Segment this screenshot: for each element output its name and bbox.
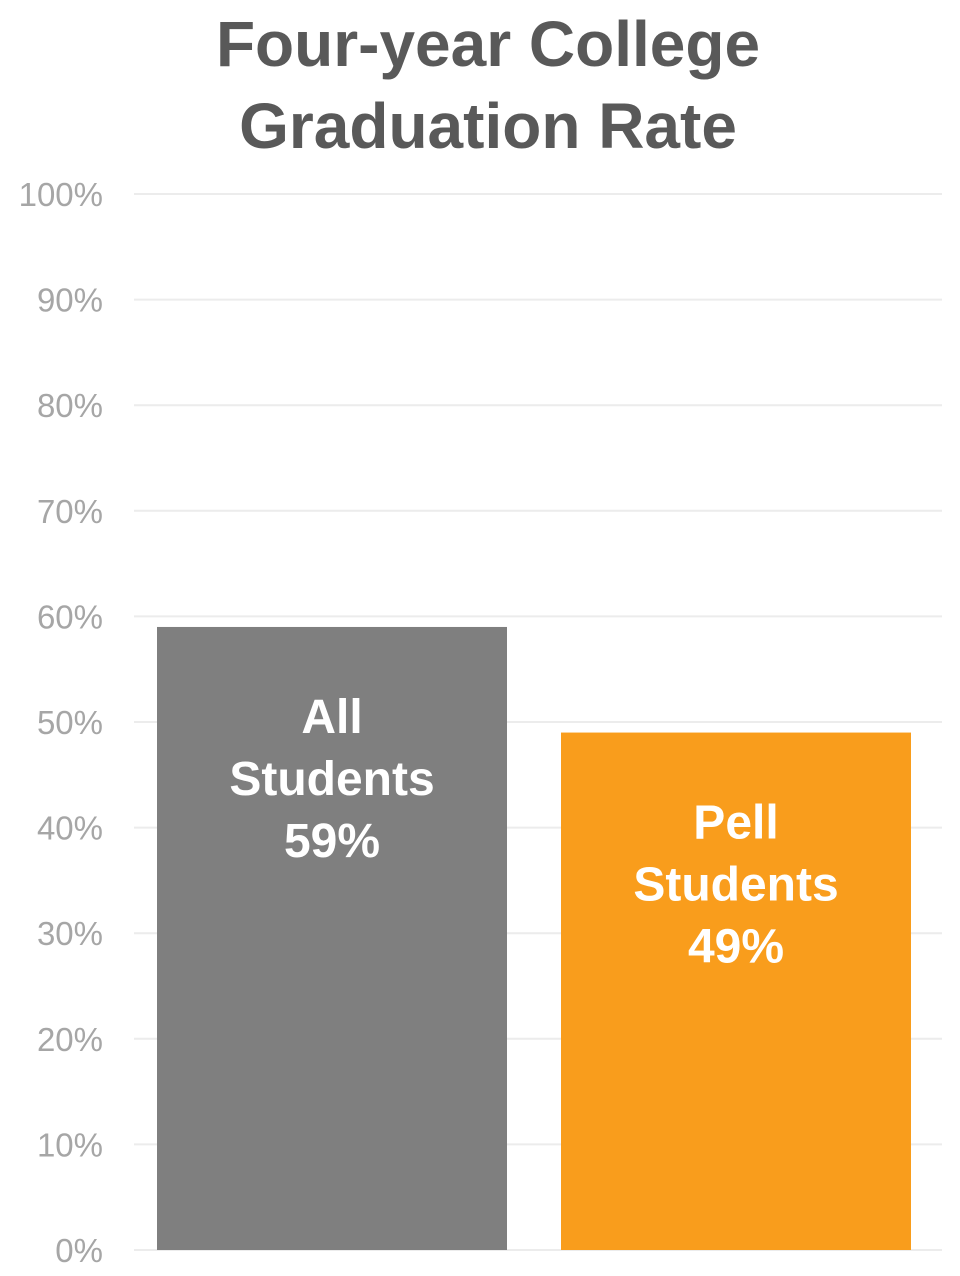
y-axis-tick-labels: 0% 10% 20% 30% 40% 50% 60% 70% 80% 90% 100% [19,176,103,1269]
chart-title-line-2: Graduation Rate [239,90,737,162]
y-tick-label: 90% [37,282,103,319]
bar-data-label: Students [229,753,434,806]
bar-pell-students [561,732,911,1250]
y-tick-label: 30% [37,915,103,952]
y-tick-label: 10% [37,1126,103,1163]
bar-data-label: Pell [693,797,778,850]
bar-all-students [157,626,507,1250]
bars: All Students 59% Pell Students 49% [157,626,911,1250]
y-tick-label: 20% [37,1021,103,1058]
chart-title: Four-year College Graduation Rate [216,8,760,162]
bar-data-label: 49% [688,921,784,974]
y-tick-label: 70% [37,493,103,530]
y-tick-label: 60% [37,598,103,635]
bar-data-label: Students [633,859,838,912]
bar-data-label: All [301,691,362,744]
y-tick-label: 50% [37,704,103,741]
y-tick-label: 100% [19,176,103,213]
chart-title-line-1: Four-year College [216,8,760,80]
y-tick-label: 40% [37,810,103,847]
bar-data-label: 59% [284,815,380,868]
y-tick-label: 80% [37,387,103,424]
y-tick-label: 0% [55,1232,103,1269]
